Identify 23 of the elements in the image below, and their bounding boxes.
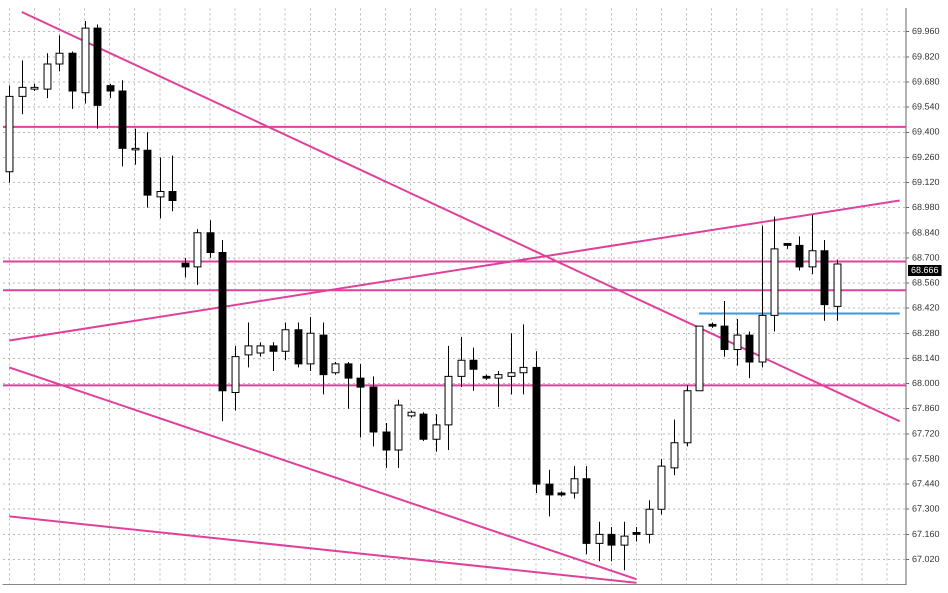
y-tick-label: 69.680 xyxy=(912,76,940,86)
y-tick-label: 69.960 xyxy=(912,26,940,36)
y-tick-label: 67.300 xyxy=(912,504,940,514)
y-tick-label: 68.560 xyxy=(912,278,940,288)
y-tick-label: 68.280 xyxy=(912,328,940,338)
y-tick-label: 69.120 xyxy=(912,177,940,187)
y-tick-label: 68.980 xyxy=(912,202,940,212)
y-tick-label: 68.140 xyxy=(912,352,940,363)
y-tick-label: 69.400 xyxy=(912,126,940,137)
y-tick-label: 68.840 xyxy=(912,227,940,238)
y-tick-label: 67.860 xyxy=(912,403,940,414)
y-tick-label: 68.000 xyxy=(912,378,940,388)
y-tick-label: 69.820 xyxy=(912,51,940,62)
y-tick-label: 67.720 xyxy=(912,428,940,438)
y-tick-label: 69.540 xyxy=(912,102,940,112)
y-tick-label: 69.260 xyxy=(912,152,940,162)
y-tick-label: 68.420 xyxy=(912,302,940,313)
y-tick-label: 67.580 xyxy=(912,453,940,464)
text: 68.666 xyxy=(911,264,939,275)
y-tick-label: 67.440 xyxy=(912,478,940,489)
y-tick-label: 68.700 xyxy=(912,252,940,262)
y-tick-label: 67.020 xyxy=(912,554,940,564)
y-tick-label: 67.160 xyxy=(912,528,940,539)
